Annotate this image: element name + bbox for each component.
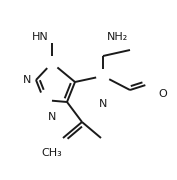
Text: O: O [158, 89, 167, 99]
Text: N: N [23, 75, 31, 85]
Text: CH₃: CH₃ [42, 148, 62, 158]
Text: NH₂: NH₂ [107, 32, 128, 42]
Text: N: N [99, 99, 107, 109]
Text: HN: HN [32, 32, 49, 42]
Text: N: N [48, 112, 56, 122]
